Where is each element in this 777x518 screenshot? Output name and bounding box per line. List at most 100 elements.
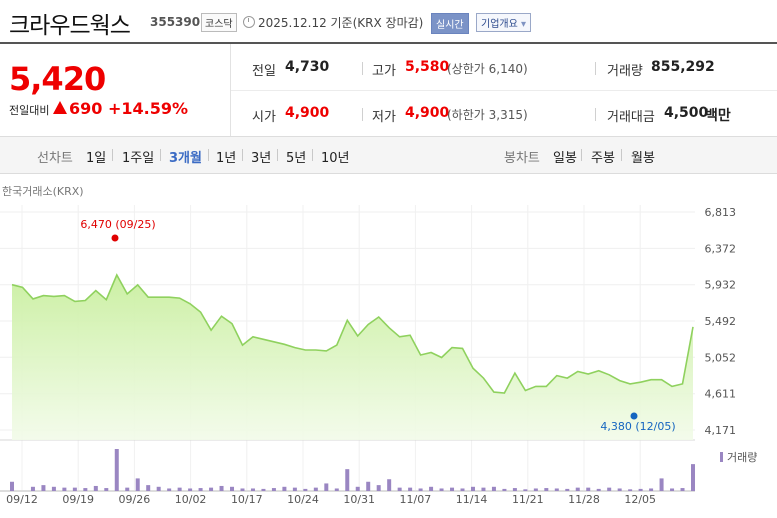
volume-bar bbox=[72, 487, 77, 491]
upper-limit: (상한가 6,140) bbox=[447, 62, 528, 76]
period-3y[interactable]: 3년 bbox=[251, 151, 272, 166]
x-tick-label: 10/17 bbox=[231, 493, 263, 506]
volume-bar bbox=[366, 481, 371, 491]
volume-bar bbox=[460, 488, 465, 491]
x-tick-label: 11/07 bbox=[400, 493, 432, 506]
max-annotation: 6,470 (09/25) bbox=[80, 218, 155, 231]
price-change-percent: +14.59% bbox=[108, 99, 189, 118]
separator bbox=[362, 108, 363, 121]
volume-bar bbox=[659, 478, 664, 491]
volume-bar bbox=[313, 487, 318, 491]
y-tick-label: 4,171 bbox=[705, 424, 737, 437]
volume-bar bbox=[156, 486, 161, 491]
period-5y[interactable]: 5년 bbox=[286, 151, 307, 166]
volume-bar bbox=[219, 485, 224, 491]
volume-bar bbox=[324, 483, 329, 491]
volume-value: 855,292 bbox=[651, 59, 715, 75]
period-1w[interactable]: 1주일 bbox=[122, 151, 155, 166]
low-label: 저가 bbox=[372, 110, 396, 125]
volume-bar bbox=[271, 488, 276, 491]
volume-bar bbox=[617, 488, 622, 491]
volume-bar bbox=[292, 487, 297, 491]
min-annotation: 4,380 (12/05) bbox=[600, 420, 675, 433]
volume-bar bbox=[198, 488, 203, 491]
volume-bar bbox=[376, 485, 381, 491]
period-1d[interactable]: 1일 bbox=[86, 151, 107, 166]
realtime-button[interactable]: 실시간 bbox=[431, 13, 469, 34]
period-10y[interactable]: 10년 bbox=[321, 151, 350, 166]
volume-bar bbox=[345, 469, 350, 491]
x-tick-label: 10/31 bbox=[343, 493, 375, 506]
volume-bar bbox=[607, 487, 612, 491]
volume-bar bbox=[481, 487, 486, 491]
volume-bar bbox=[429, 486, 434, 491]
x-tick-label: 09/19 bbox=[62, 493, 94, 506]
x-tick-label: 11/14 bbox=[456, 493, 488, 506]
period-3m[interactable]: 3개월 bbox=[169, 151, 202, 166]
clock-icon bbox=[243, 16, 255, 28]
volume-bar bbox=[104, 488, 109, 491]
amount-value: 4,500 bbox=[664, 105, 709, 121]
volume-bar bbox=[439, 488, 444, 491]
company-info-button[interactable]: 기업개요 ▾ bbox=[476, 13, 532, 32]
volume-bar bbox=[135, 478, 140, 491]
volume-bar bbox=[470, 486, 475, 491]
volume-bar bbox=[670, 488, 675, 491]
volume-bar bbox=[554, 488, 559, 491]
volume-legend-label: 거래량 bbox=[727, 451, 757, 464]
company-info-label: 기업개요 bbox=[481, 19, 518, 30]
price-area-fill bbox=[12, 275, 693, 440]
volume-bar bbox=[230, 486, 235, 491]
volume-bar bbox=[680, 488, 685, 491]
volume-bar bbox=[491, 486, 496, 491]
stock-code: 355390 bbox=[150, 15, 201, 29]
volume-bar bbox=[397, 487, 402, 491]
open-label: 시가 bbox=[252, 110, 276, 125]
y-tick-label: 6,813 bbox=[705, 206, 737, 219]
amount-label: 거래대금 bbox=[607, 110, 655, 125]
volume-legend-swatch bbox=[720, 452, 723, 462]
volume-bar bbox=[41, 485, 46, 491]
volume-bar bbox=[146, 485, 151, 491]
volume-bar bbox=[387, 479, 392, 491]
volume-bar bbox=[167, 488, 172, 491]
volume-bar bbox=[523, 489, 528, 491]
volume-bar bbox=[544, 488, 549, 491]
volume-bar bbox=[586, 487, 591, 491]
amount-unit: 백만 bbox=[705, 108, 731, 124]
current-price: 5,420 bbox=[9, 60, 106, 98]
high-value: 5,580 bbox=[405, 59, 450, 75]
x-tick-label: 10/24 bbox=[287, 493, 319, 506]
line-chart-label: 선차트 bbox=[37, 151, 73, 166]
candle-monthly[interactable]: 월봉 bbox=[631, 151, 655, 166]
x-tick-label: 11/28 bbox=[568, 493, 600, 506]
volume-bar bbox=[114, 449, 119, 491]
volume-bar bbox=[418, 488, 423, 491]
x-tick-label: 12/05 bbox=[624, 493, 656, 506]
period-1y[interactable]: 1년 bbox=[216, 151, 237, 166]
separator bbox=[362, 62, 363, 75]
volume-bar bbox=[10, 481, 14, 491]
x-tick-label: 11/21 bbox=[512, 493, 544, 506]
x-tick-label: 09/26 bbox=[119, 493, 151, 506]
volume-bar bbox=[209, 487, 214, 491]
volume-bar bbox=[261, 488, 266, 491]
y-tick-label: 6,372 bbox=[705, 242, 737, 255]
prev-close-value: 4,730 bbox=[285, 59, 330, 75]
candle-chart-label: 봉차트 bbox=[504, 151, 540, 166]
candle-daily[interactable]: 일봉 bbox=[553, 151, 577, 166]
panel-divider bbox=[230, 44, 231, 136]
price-panel: 5,420 전일대비 690 +14.59% 전일 4,730 고가 5,580… bbox=[0, 44, 777, 137]
y-tick-label: 4,611 bbox=[705, 388, 737, 401]
volume-bar bbox=[512, 488, 517, 491]
volume-bar bbox=[355, 486, 360, 491]
open-value: 4,900 bbox=[285, 105, 330, 121]
candle-weekly[interactable]: 주봉 bbox=[591, 151, 615, 166]
prev-close-label: 전일 bbox=[252, 64, 276, 79]
volume-bar bbox=[62, 487, 67, 491]
market-badge: 코스닥 bbox=[201, 13, 237, 32]
chevron-down-icon: ▾ bbox=[521, 19, 527, 30]
volume-bar bbox=[282, 486, 287, 491]
up-arrow-icon bbox=[53, 101, 67, 114]
